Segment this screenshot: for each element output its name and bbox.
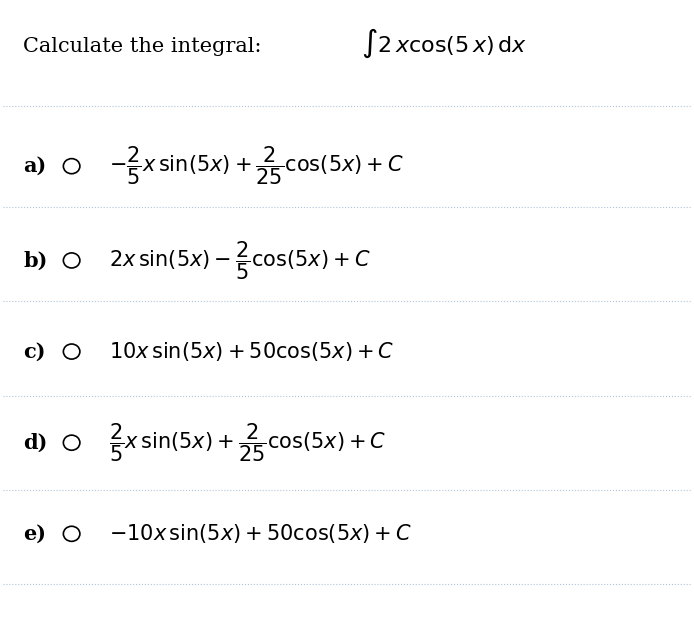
Text: $\dfrac{2}{5}x\,\sin(5x)+\dfrac{2}{25}\cos(5x)+C$: $\dfrac{2}{5}x\,\sin(5x)+\dfrac{2}{25}\c… xyxy=(110,422,387,464)
Text: b): b) xyxy=(24,250,48,271)
Text: $-10x\,\sin(5x)+50\cos(5x)+C$: $-10x\,\sin(5x)+50\cos(5x)+C$ xyxy=(110,522,412,545)
Text: e): e) xyxy=(24,524,46,544)
Text: c): c) xyxy=(24,342,46,361)
Text: a): a) xyxy=(24,156,46,176)
Text: d): d) xyxy=(24,432,48,453)
Text: $2x\,\sin(5x)-\dfrac{2}{5}\cos(5x)+C$: $2x\,\sin(5x)-\dfrac{2}{5}\cos(5x)+C$ xyxy=(110,239,371,281)
Text: $\int 2\,x\cos(5\,x)\,\mathrm{d}x$: $\int 2\,x\cos(5\,x)\,\mathrm{d}x$ xyxy=(361,27,527,60)
Text: Calculate the integral:: Calculate the integral: xyxy=(24,37,262,56)
Text: $10x\,\sin(5x)+50\cos(5x)+C$: $10x\,\sin(5x)+50\cos(5x)+C$ xyxy=(110,340,395,363)
Text: $-\dfrac{2}{5}x\,\sin(5x)+\dfrac{2}{25}\cos(5x)+C$: $-\dfrac{2}{5}x\,\sin(5x)+\dfrac{2}{25}\… xyxy=(110,145,405,188)
